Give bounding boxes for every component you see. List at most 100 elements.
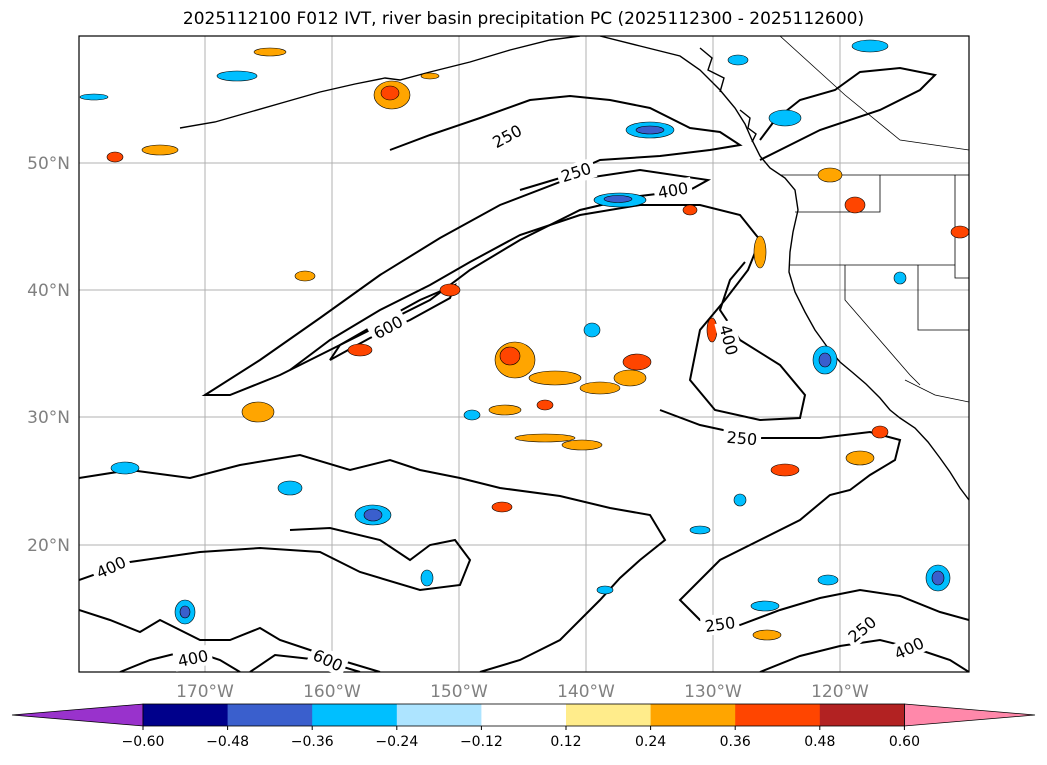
blob-pos: [141, 144, 179, 156]
map-title: 2025112100 F012 IVT, river basin precipi…: [182, 9, 865, 29]
contour-label-bg: [89, 549, 133, 585]
contour-400-ar: [289, 204, 807, 422]
contour-label-bg: [714, 319, 744, 361]
colorbar-segment: [566, 704, 652, 726]
colorbar-segment: [312, 704, 398, 726]
contour-250-east: [659, 409, 969, 627]
west-coast: [599, 36, 969, 501]
latitude-labels: 50°N 40°N 30°N 20°N: [27, 154, 70, 556]
colorbar-segment: [143, 704, 229, 726]
lon-label-130w: 130°W: [684, 682, 742, 702]
coast-islands: [699, 47, 725, 93]
blob-pos: [682, 204, 698, 216]
us-mexico-border: [904, 379, 969, 403]
map-panel: [78, 35, 970, 673]
lon-label-160w: 160°W: [303, 682, 361, 702]
lon-label-170w: 170°W: [176, 682, 234, 702]
contour-250-north: [389, 94, 743, 191]
blob-pos: [241, 401, 275, 423]
blob-pos: [753, 235, 767, 269]
blob-pos: [488, 404, 522, 416]
blob-pos: [770, 463, 800, 477]
blob-neg: [463, 409, 481, 421]
nevada-utah-border: [917, 265, 969, 331]
colorbar-segment: [819, 704, 905, 726]
lat-label-20n: 20°N: [27, 536, 70, 556]
colorbar-extend-low: [11, 703, 144, 727]
blob-pos: [347, 343, 373, 357]
blob-neg: [727, 54, 749, 66]
blob-pos-core: [499, 346, 521, 366]
blob-pos: [528, 370, 582, 386]
blob-neg-core: [179, 605, 191, 619]
blob-neg: [277, 480, 303, 496]
blob-pos: [622, 353, 652, 371]
blob-pos: [752, 629, 782, 641]
blob-pos: [439, 283, 461, 297]
contour-250-south: [79, 453, 667, 672]
blob-pos: [579, 381, 621, 395]
contour-label-bg: [887, 630, 931, 666]
blob-neg: [110, 461, 140, 475]
blob-neg: [768, 109, 802, 127]
contour-250-bc: [759, 66, 938, 161]
colorbar-tick-label: 0.12: [550, 734, 581, 750]
blob-pos: [561, 439, 603, 451]
colorbar-segment: [735, 704, 821, 726]
contour-label-bg: [172, 644, 214, 672]
contour-label-bg: [841, 609, 883, 649]
blob-pos-core: [380, 85, 400, 101]
colorbar-tick-label: −0.36: [291, 734, 334, 750]
colorbar-segment: [650, 704, 736, 726]
colorbar-tick-label: 0.24: [635, 734, 666, 750]
blob-neg: [733, 493, 747, 507]
colorbar-segment: [481, 704, 567, 726]
colorbar-tick-label: −0.12: [460, 734, 503, 750]
blob-pos: [536, 399, 554, 411]
colorbar-segment: [396, 704, 482, 726]
contour-label-bg: [699, 611, 741, 637]
blob-pos: [106, 151, 124, 163]
blob-pos: [491, 501, 513, 513]
blob-neg: [817, 574, 839, 586]
colorbar-tick-label: −0.60: [122, 734, 165, 750]
colorbar-tick-label: 0.48: [804, 734, 835, 750]
blob-pos: [294, 270, 316, 282]
blob-neg: [750, 600, 780, 612]
lon-label-120w: 120°W: [811, 682, 869, 702]
state-borders: [779, 36, 969, 403]
longitude-labels: 170°W 160°W 150°W 140°W 130°W 120°W: [176, 682, 869, 702]
map-frame: [78, 35, 970, 673]
contour-400-south: [79, 526, 472, 592]
lat-label-30n: 30°N: [27, 408, 70, 428]
lon-label-150w: 150°W: [430, 682, 488, 702]
blob-neg: [596, 585, 614, 595]
contour-400-east: [759, 638, 969, 672]
alaska-peninsula-coast: [179, 36, 581, 129]
blob-neg-core: [818, 352, 832, 368]
contour-label-bg: [652, 176, 694, 204]
lat-label-50n: 50°N: [27, 154, 70, 174]
positive-precip-blobs: [106, 47, 969, 641]
colorbar: −0.60 −0.48 −0.36 −0.24 −0.12 0.12 0.24 0.36 0.4…: [11, 703, 1036, 750]
colorbar-tick-label: 0.36: [720, 734, 751, 750]
blob-neg: [79, 93, 109, 101]
blob-pos: [845, 450, 875, 466]
blob-pos: [420, 72, 440, 80]
lat-label-40n: 40°N: [27, 281, 70, 301]
alexander-archipelago: [739, 109, 757, 143]
blob-pos: [817, 167, 843, 183]
province-border: [779, 36, 969, 151]
colorbar-tick-label: −0.24: [375, 734, 418, 750]
blob-neg: [689, 525, 711, 535]
blob-neg: [893, 271, 907, 285]
blob-pos: [706, 317, 718, 343]
colorbar-tick-label: 0.60: [889, 734, 920, 750]
blob-pos: [514, 433, 576, 443]
blob-neg: [583, 322, 601, 338]
blob-pos: [613, 369, 647, 387]
washington-border: [795, 175, 881, 213]
blob-neg: [420, 569, 434, 587]
coastlines: [179, 36, 969, 501]
